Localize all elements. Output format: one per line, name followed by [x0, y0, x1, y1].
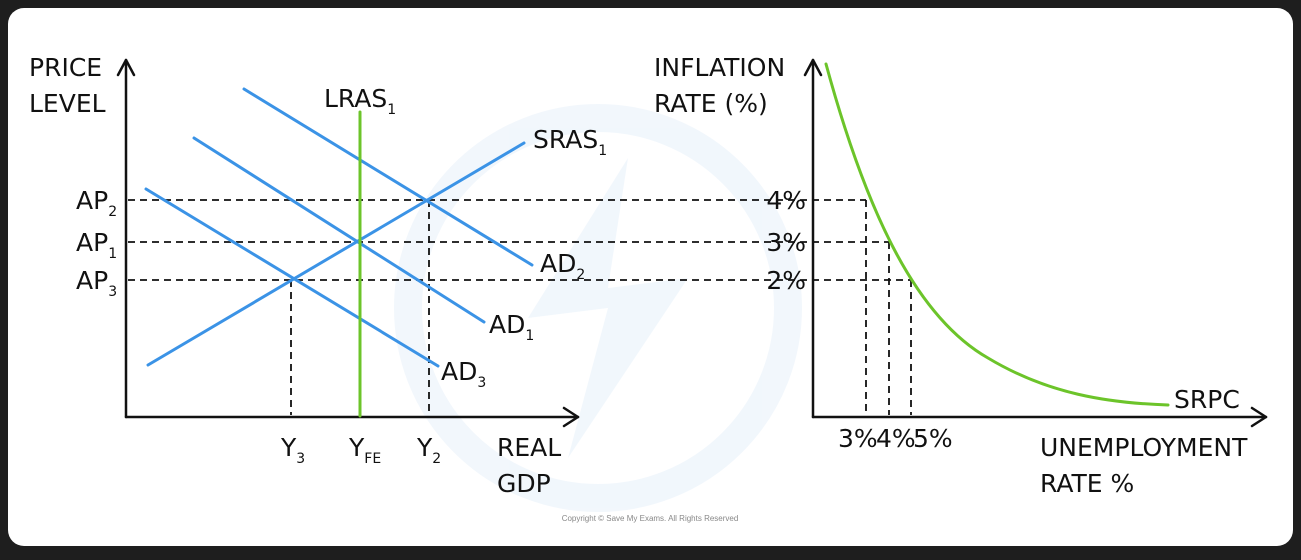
watermark-logo: [394, 104, 802, 512]
ap3-sub: 3: [108, 284, 117, 300]
lras1-label-base: LRAS: [324, 84, 387, 113]
y2-tick-label: Y2: [416, 433, 441, 467]
ad2-curve: [242, 87, 534, 267]
ad1-label-base: AD: [489, 310, 525, 339]
inflation-3-tick-label: 3%: [766, 228, 806, 257]
sras1-label: SRAS1: [533, 125, 607, 159]
economics-diagram: PRICE LEVEL REAL GDP LRAS1 SRAS1 AD2 AD1…: [29, 53, 1268, 523]
y3-base: Y: [280, 433, 297, 462]
y2-base: Y: [416, 433, 433, 462]
left-y-axis-label-line2: LEVEL: [29, 89, 106, 118]
unemp-5-tick-label: 5%: [913, 424, 953, 453]
y2-sub: 2: [432, 451, 441, 467]
ap1-sub: 1: [108, 246, 117, 262]
ad1-curve: [192, 136, 486, 324]
right-y-axis-arrow: [803, 58, 823, 77]
ad3-label-sub: 3: [477, 375, 486, 391]
unemp-3-tick-label: 3%: [838, 424, 878, 453]
sras1-label-base: SRAS: [533, 125, 598, 154]
inflation-4-tick-label: 4%: [766, 186, 806, 215]
ap3-tick-label: AP3: [76, 266, 117, 300]
left-diagram: PRICE LEVEL REAL GDP LRAS1 SRAS1 AD2 AD1…: [29, 53, 911, 498]
left-x-axis-arrow: [562, 406, 580, 428]
copyright-text: Copyright © Save My Exams. All Rights Re…: [562, 514, 739, 523]
lras1-label: LRAS1: [324, 84, 396, 118]
ad2-label: AD2: [540, 249, 585, 283]
right-x-axis-arrow: [1250, 406, 1268, 428]
ap2-tick-label: AP2: [76, 186, 117, 220]
ad3-label: AD3: [441, 357, 486, 391]
sras1-label-sub: 1: [598, 143, 607, 159]
diagram-card: PRICE LEVEL REAL GDP LRAS1 SRAS1 AD2 AD1…: [8, 8, 1293, 546]
right-x-axis-label-line2: RATE %: [1040, 469, 1134, 498]
right-x-axis-label-line1: UNEMPLOYMENT: [1040, 433, 1248, 462]
srpc-label: SRPC: [1174, 385, 1240, 414]
lras1-label-sub: 1: [387, 102, 396, 118]
yfe-tick-label: YFE: [348, 433, 381, 467]
ap3-base: AP: [76, 266, 108, 295]
inflation-2-tick-label: 2%: [766, 266, 806, 295]
y3-sub: 3: [296, 451, 305, 467]
ad1-label-sub: 1: [525, 328, 534, 344]
ad3-curve: [144, 187, 440, 368]
ad1-label: AD1: [489, 310, 534, 344]
ad2-label-sub: 2: [576, 267, 585, 283]
left-x-axis-label-line2: GDP: [497, 469, 551, 498]
yfe-base: Y: [348, 433, 365, 462]
ap2-sub: 2: [108, 204, 117, 220]
left-x-axis-label-line1: REAL: [497, 433, 561, 462]
ap1-tick-label: AP1: [76, 228, 117, 262]
y3-tick-label: Y3: [280, 433, 305, 467]
srpc-curve: [824, 62, 1170, 407]
ap2-base: AP: [76, 186, 108, 215]
right-y-axis-label-line1: INFLATION: [654, 53, 785, 82]
right-diagram: INFLATION RATE (%) UNEMPLOYMENT RATE % S…: [654, 53, 1268, 498]
left-y-axis-arrow: [116, 58, 136, 77]
ad3-label-base: AD: [441, 357, 477, 386]
unemp-4-tick-label: 4%: [876, 424, 916, 453]
sras1-curve: [146, 141, 526, 367]
left-y-axis-label-line1: PRICE: [29, 53, 102, 82]
yfe-sub: FE: [364, 451, 381, 467]
right-y-axis-label-line2: RATE (%): [654, 89, 768, 118]
ad2-label-base: AD: [540, 249, 576, 278]
ap1-base: AP: [76, 228, 108, 257]
